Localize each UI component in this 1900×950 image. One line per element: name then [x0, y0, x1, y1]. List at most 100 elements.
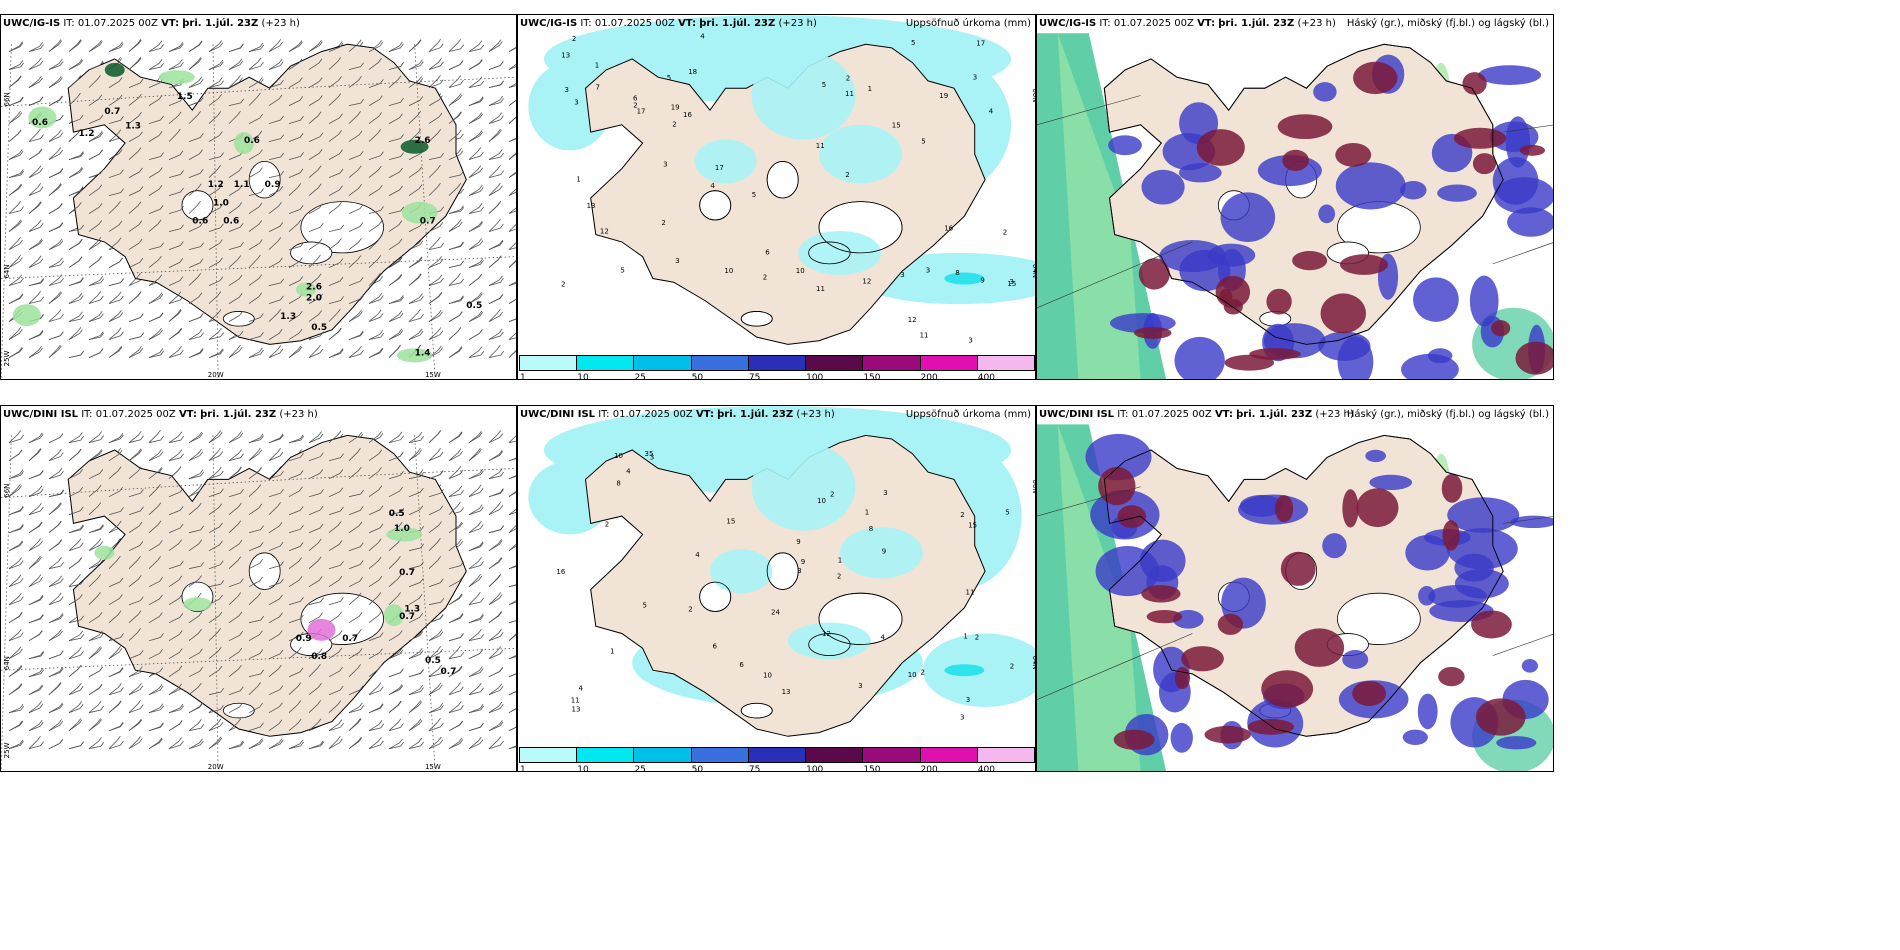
wind-value-label: 0.7 — [399, 612, 415, 622]
colorbar-label: 1 — [520, 373, 526, 380]
precip-value-label: 1 — [868, 85, 872, 93]
wind-value-label: 1.5 — [177, 92, 193, 102]
colorbar-cell — [633, 355, 692, 371]
wind-value-label: 0.7 — [420, 217, 436, 227]
precip-colorbar: 1 10 25 50 75 100 150 200 400 — [519, 747, 1035, 772]
mid-cloud-area — [1239, 494, 1284, 517]
precip-area — [798, 230, 882, 275]
mid-cloud-area — [1413, 277, 1459, 322]
low-cloud-area — [1196, 129, 1245, 166]
colorbar-label: 25 — [634, 373, 646, 380]
precip-value-label: 2 — [572, 35, 576, 43]
wind-speed-area — [383, 604, 404, 627]
precip-value-label: 6 — [739, 661, 744, 669]
colorbar-cell — [976, 355, 1035, 371]
mid-cloud-area — [1510, 515, 1553, 529]
precip-value-label: 16 — [683, 111, 692, 119]
precip-value-label: 2 — [633, 102, 637, 110]
colorbar-label: 75 — [748, 765, 761, 772]
wind-value-label: 0.5 — [466, 301, 482, 311]
low-cloud-area — [1280, 551, 1316, 586]
precip-value-label: 2 — [672, 121, 676, 129]
mid-cloud-area — [1141, 169, 1185, 205]
wind-value-label: 0.7 — [104, 107, 120, 117]
mid-cloud-area — [1507, 207, 1553, 237]
lon-label: 20W — [208, 763, 224, 771]
precip-value-label: 3 — [675, 257, 679, 265]
precip-value-label: 2 — [661, 219, 665, 227]
high-cloud-band — [1057, 33, 1141, 379]
precip-value-label: 5 — [620, 266, 624, 274]
mid-cloud-area — [1417, 693, 1438, 730]
precip-value-label: 5 — [1005, 509, 1009, 517]
mid-cloud-area — [1447, 497, 1520, 533]
wind-speed-area — [94, 545, 115, 560]
panel-header: UWC/IG-IS IT: 01.07.2025 00Z VT: þri. 1.… — [3, 18, 300, 29]
precip-value-label: 2 — [830, 491, 834, 499]
precip-value-label: 15 — [726, 518, 735, 526]
low-cloud-area — [1491, 320, 1511, 337]
low-cloud-area — [1335, 142, 1372, 167]
mid-cloud-area — [1428, 584, 1488, 608]
precip-area — [819, 124, 903, 184]
precip-value-label: 1 — [610, 647, 614, 655]
precip-value-label: 2 — [960, 511, 964, 519]
precip-value-label: 13 — [587, 202, 596, 210]
low-cloud-area — [1462, 72, 1487, 95]
precip-value-label: 1 — [865, 509, 869, 517]
precip-value-label: 3 — [650, 454, 654, 462]
wind-value-label: 0.6 — [223, 217, 239, 227]
precip-value-label: 10 — [796, 267, 805, 275]
precip-value-label: 3 — [968, 336, 972, 344]
mid-cloud-area — [1322, 533, 1347, 559]
panel-dini-precip: UWC/DINI ISL IT: 01.07.2025 00Z VT: þri.… — [517, 405, 1036, 772]
precip-area — [839, 527, 923, 579]
wind-value-label: 0.7 — [399, 568, 415, 578]
precip-value-label: 35 — [645, 450, 654, 458]
precip-value-label: 10 — [817, 497, 826, 505]
precip-colorbar: 1 10 25 50 75 100 150 200 400 — [519, 355, 1035, 380]
wind-speed-area — [12, 304, 41, 327]
mid-cloud-area — [1365, 449, 1386, 463]
precip-value-label: 5 — [752, 191, 756, 199]
precip-value-label: 3 — [883, 489, 887, 497]
wind-speed-area — [183, 597, 212, 612]
precip-value-label: 12 — [908, 316, 917, 324]
precip-value-label: 13 — [572, 705, 581, 713]
colorbar-label: 200 — [920, 765, 938, 772]
low-cloud-area — [1453, 127, 1507, 149]
wind-value-label: 0.7 — [342, 634, 358, 644]
low-cloud-area — [1224, 354, 1275, 371]
colorbar-label: 1 — [520, 765, 526, 772]
colorbar-label: 50 — [691, 765, 704, 772]
precip-value-label: 13 — [561, 52, 570, 60]
wind-value-label: 1.3 — [280, 312, 296, 322]
colorbar-label: 50 — [691, 373, 704, 380]
wind-value-label: 0.9 — [296, 634, 312, 644]
precip-value-label: 17 — [976, 39, 985, 47]
panel-igis-precip: UWC/IG-IS IT: 01.07.2025 00Z VT: þri. 1.… — [517, 14, 1036, 380]
panel-title: Uppsöfnuð úrkoma (mm) — [905, 409, 1031, 420]
map-canvas — [1037, 406, 1553, 771]
precip-area — [751, 442, 856, 531]
lat-label: 66N — [1031, 479, 1036, 493]
lat-label: 64N — [1031, 656, 1036, 670]
precip-value-label: 8 — [955, 269, 959, 277]
precip-area — [710, 549, 773, 594]
low-cloud-area — [1247, 719, 1295, 735]
colorbar-cell — [919, 747, 978, 763]
precip-value-label: 13 — [782, 688, 791, 696]
wind-value-label: 2.6 — [415, 136, 431, 146]
lat-label: 64N — [1031, 264, 1036, 278]
low-cloud-area — [1353, 61, 1398, 95]
precip-value-label: 5 — [667, 74, 671, 82]
precip-value-label: 2 — [688, 606, 692, 614]
low-cloud-area — [1141, 585, 1181, 603]
precip-value-label: 24 — [771, 608, 780, 616]
precip-value-label: 9 — [796, 538, 800, 546]
precip-value-label: 3 — [900, 271, 904, 279]
low-cloud-area — [1266, 288, 1292, 315]
precip-value-label: 3 — [663, 161, 667, 169]
mid-cloud-area — [1095, 546, 1160, 597]
precip-value-label: 10 — [614, 452, 623, 460]
